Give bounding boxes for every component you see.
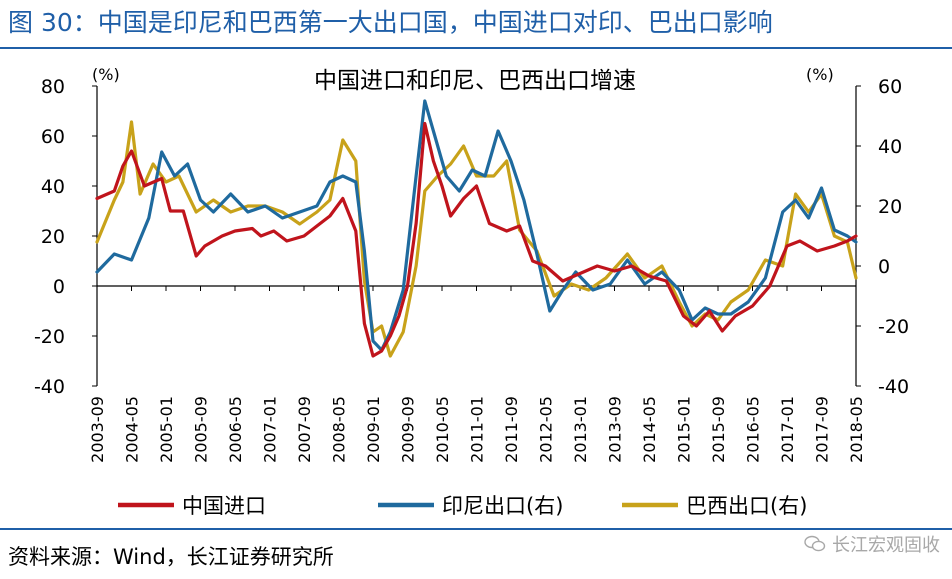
left-tick-label: 20 [41, 226, 65, 248]
left-tick-label: 60 [41, 126, 65, 148]
watermark: 长江宏观固收 [804, 531, 940, 557]
left-tick-label: 40 [41, 176, 65, 198]
x-tick-label: 2004-05 [123, 396, 142, 463]
right-tick-label: 40 [878, 136, 902, 158]
x-tick-label: 2005-01 [157, 396, 176, 463]
right-tick-label: 0 [878, 256, 890, 278]
right-axis-unit: (%) [806, 65, 834, 84]
x-tick-label: 2011-09 [502, 396, 521, 463]
x-tick-label: 2013-09 [606, 396, 625, 463]
x-tick-label: 2009-09 [399, 396, 418, 463]
series-line-0 [95, 121, 858, 358]
x-tick-label: 2005-09 [192, 396, 211, 463]
x-tick-label: 2007-01 [261, 396, 280, 463]
legend-label: 中国进口 [182, 494, 266, 518]
x-tick-label: 2017-09 [813, 396, 832, 463]
right-tick-label: 20 [878, 196, 902, 218]
x-tick-label: 2014-05 [640, 396, 659, 463]
chart-canvas: 中国进口和印尼、巴西出口增速 (%) (%) -40-20020406080-4… [34, 65, 909, 518]
x-tick-label: 2012-05 [537, 396, 556, 463]
x-tick-label: 2006-05 [226, 396, 245, 463]
x-tick-label: 2015-01 [675, 396, 694, 463]
legend-label: 印尼出口(右) [442, 494, 563, 518]
figure-title: 图 30：中国是印尼和巴西第一大出口国，中国进口对印、巴出口影响 [8, 8, 773, 37]
x-tick-label: 2018-05 [847, 396, 866, 463]
left-tick-label: 0 [53, 276, 65, 298]
x-tick-label: 2007-09 [295, 396, 314, 463]
legend: 中国进口 印尼出口(右) 巴西出口(右) [118, 494, 807, 518]
series-line-1 [95, 99, 858, 352]
x-tick-label: 2003-09 [88, 396, 107, 463]
source-note: 资料来源：Wind，长江证券研究所 [8, 545, 334, 569]
left-axis-unit: (%) [92, 65, 120, 84]
left-tick-label: 80 [41, 76, 65, 98]
watermark-text: 长江宏观固收 [832, 535, 940, 556]
left-tick-label: -40 [34, 376, 65, 398]
wechat-icon [804, 535, 826, 552]
series-line-2 [95, 120, 858, 358]
source-rule [0, 528, 952, 530]
x-tick-label: 2015-09 [709, 396, 728, 463]
legend-label: 巴西出口(右) [686, 494, 807, 518]
x-tick-label: 2017-01 [778, 396, 797, 463]
x-tick-label: 2009-01 [364, 396, 383, 463]
right-tick-label: -40 [878, 376, 909, 398]
x-tick-label: 2013-01 [571, 396, 590, 463]
x-tick-label: 2010-05 [433, 396, 452, 463]
axes: -40 -20 0 20 40 60 80 -40 -20 0 20 40 60 2003-09 2004-… [34, 76, 909, 463]
chart-title: 中国进口和印尼、巴西出口增速 [314, 68, 636, 94]
x-tick-label: 2011-01 [468, 396, 487, 463]
right-tick-label: 60 [878, 76, 902, 98]
right-tick-label: -20 [878, 316, 909, 338]
x-tick-label: 2016-05 [744, 396, 763, 463]
title-rule [0, 47, 952, 49]
left-tick-label: -20 [34, 326, 65, 348]
x-tick-label: 2008-05 [330, 396, 349, 463]
series-layer [95, 99, 858, 358]
